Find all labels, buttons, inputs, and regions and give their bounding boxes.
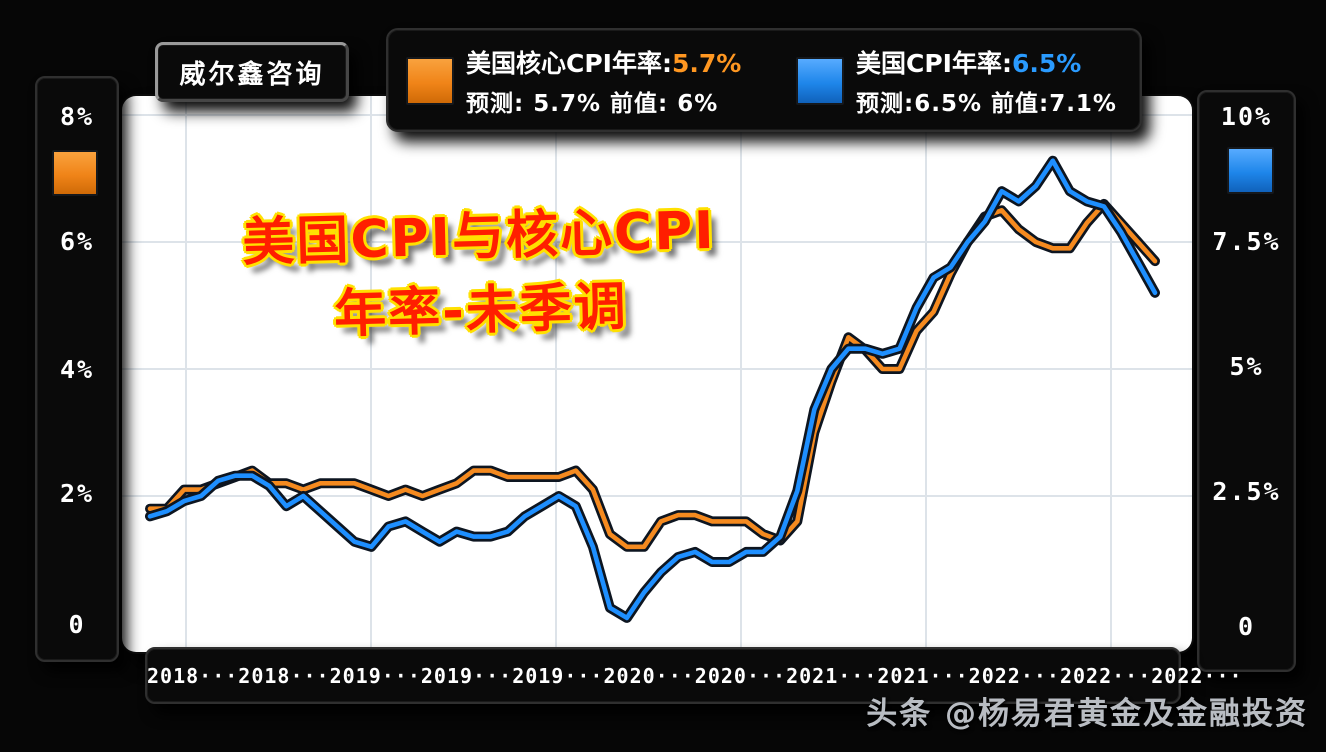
cpi-legend-label: 美国CPI年率: bbox=[856, 49, 1012, 78]
x-axis-label: 2022··· bbox=[968, 663, 1060, 688]
watermark: 头条 @杨易君黄金及金融投资 bbox=[866, 696, 1308, 732]
core-cpi-current-value: 5.7% bbox=[671, 49, 742, 78]
x-axis-bar: 2018··· 2018··· 2019··· 2019··· 2019··· … bbox=[145, 647, 1242, 704]
cpi-lines-chart bbox=[122, 96, 1192, 652]
cpi-axis-swatch bbox=[1227, 147, 1274, 194]
right-axis-bar: 10% 7.5% 5% 2.5% 0 bbox=[1197, 90, 1296, 672]
core-cpi-legend-swatch bbox=[406, 57, 454, 105]
right-axis-tick: 10% bbox=[1220, 102, 1273, 131]
brand-label: 威尔鑫咨询 bbox=[179, 59, 325, 90]
x-axis-label: 2019··· bbox=[329, 663, 421, 688]
left-axis-bar: 8% 6% 4% 2% 0 bbox=[35, 76, 119, 662]
x-axis-label: 2019··· bbox=[420, 663, 513, 688]
x-axis-label: 2022··· bbox=[1151, 663, 1243, 688]
cpi-forecast-previous: 预测:6.5% 前值:7.1% bbox=[856, 91, 1117, 117]
left-axis-tick: 4% bbox=[59, 355, 95, 384]
left-axis-tick: 2% bbox=[59, 479, 95, 508]
legend-entry-cpi: 美国CPI年率:6.5% 预测:6.5% 前值:7.1% bbox=[796, 30, 1136, 130]
right-axis-tick: 0 bbox=[1237, 612, 1256, 641]
x-axis-label: 2020··· bbox=[603, 663, 695, 688]
right-axis-tick: 7.5% bbox=[1212, 227, 1281, 256]
cpi-current-value: 6.5% bbox=[1011, 49, 1082, 78]
right-axis-tick: 5% bbox=[1229, 352, 1264, 381]
plot-area bbox=[122, 96, 1192, 652]
legend-panel: 美国核心CPI年率:5.7% 预测: 5.7% 前值: 6% 美国CPI年率:6… bbox=[386, 28, 1142, 132]
x-axis-label: 2022··· bbox=[1059, 663, 1152, 688]
brand-box: 威尔鑫咨询 bbox=[155, 42, 349, 102]
left-axis-tick: 8% bbox=[59, 102, 95, 131]
core-cpi-forecast-previous: 预测: 5.7% 前值: 6% bbox=[466, 91, 719, 117]
left-axis-tick: 0 bbox=[68, 610, 86, 639]
x-axis-label: 2018··· bbox=[238, 663, 330, 688]
x-axis-label: 2019··· bbox=[512, 663, 604, 688]
x-axis-label: 2021··· bbox=[877, 663, 969, 688]
cpi-legend-swatch bbox=[796, 57, 844, 105]
left-axis-tick: 6% bbox=[59, 227, 95, 256]
x-axis-label: 2021··· bbox=[786, 663, 878, 688]
x-axis-label: 2020··· bbox=[694, 663, 787, 688]
legend-entry-core-cpi: 美国核心CPI年率:5.7% 预测: 5.7% 前值: 6% bbox=[406, 30, 766, 130]
core-cpi-legend-label: 美国核心CPI年率: bbox=[466, 49, 672, 78]
right-axis-tick: 2.5% bbox=[1212, 477, 1281, 506]
x-axis-label: 2018··· bbox=[147, 663, 239, 688]
core-cpi-axis-swatch bbox=[52, 150, 98, 196]
